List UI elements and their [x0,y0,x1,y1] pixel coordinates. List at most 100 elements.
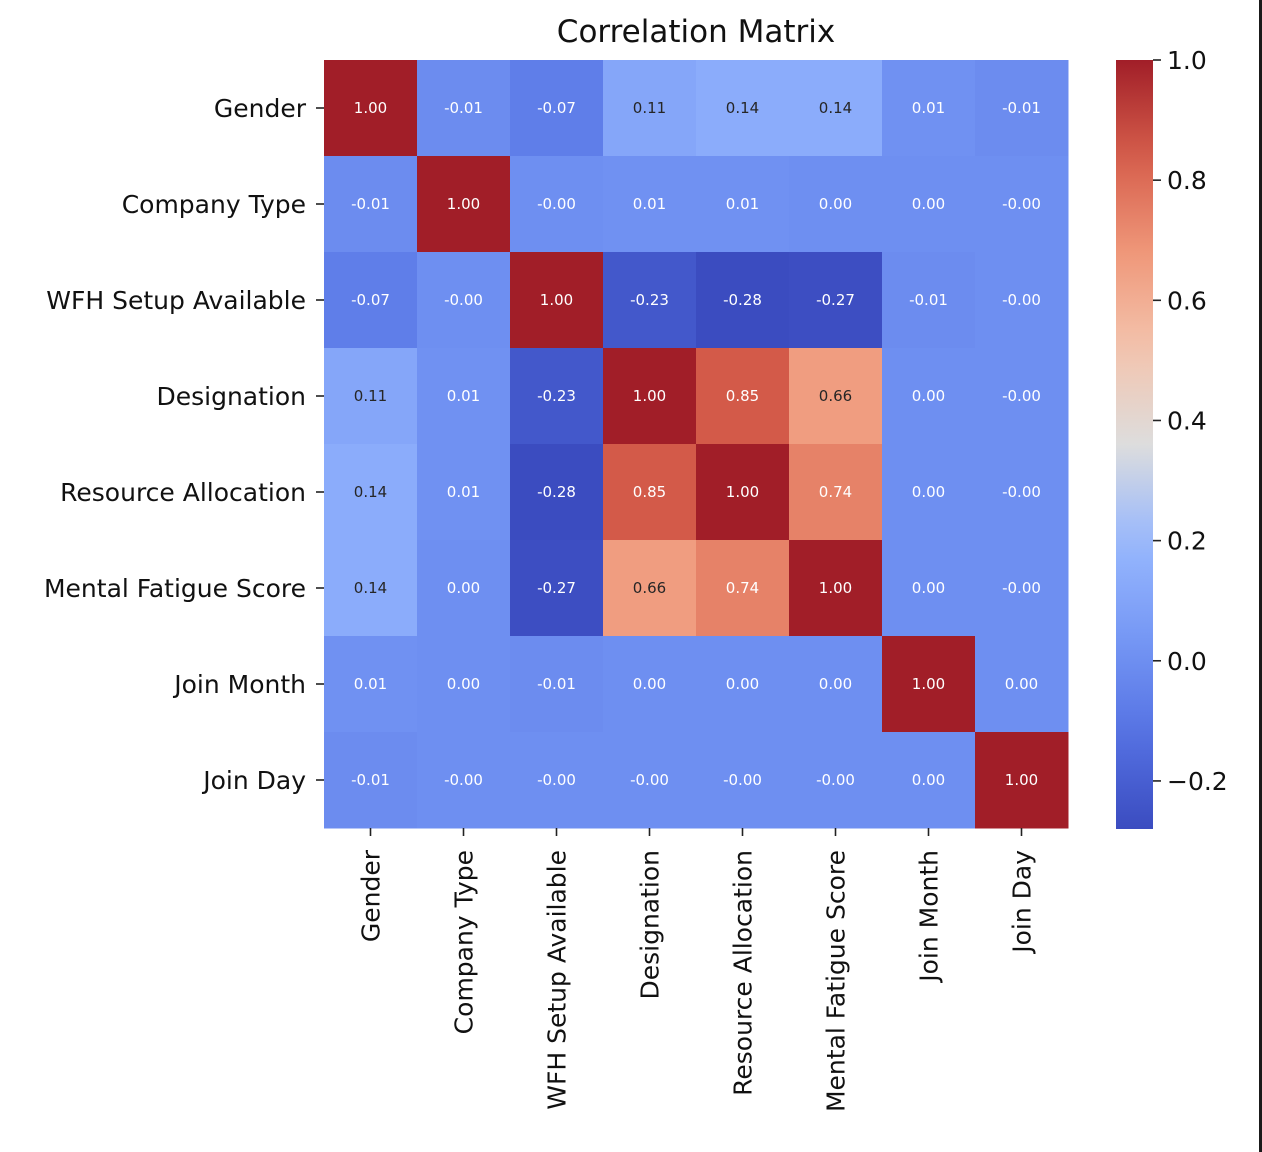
cell-annotation: 0.14 [819,99,852,117]
heatmap-cell [417,636,511,733]
cell-annotation: 0.66 [633,579,666,597]
cell-annotation: 0.11 [354,387,387,405]
heatmap-cell [789,156,883,253]
x-tick-label: Resource Allocation [729,850,758,1096]
heatmap-cell [603,252,697,349]
heatmap-cell [882,636,976,733]
heatmap-cells [324,60,1069,829]
heatmap-cell [789,540,883,637]
heatmap-cell [882,540,976,637]
cell-annotation: -0.01 [351,771,390,789]
cell-annotation: 0.74 [726,579,759,597]
cell-annotation: 0.00 [633,675,666,693]
cell-annotation: -0.28 [537,483,576,501]
heatmap-cell [975,348,1069,445]
cell-annotation: -0.01 [537,675,576,693]
colorbar-tick-label: 0.2 [1167,527,1207,556]
heatmap-cell [882,156,976,253]
cell-annotation: 0.74 [819,483,852,501]
heatmap-cell [324,636,418,733]
cell-annotation: -0.01 [1002,99,1041,117]
heatmap-cell [696,156,790,253]
heatmap-cell [510,540,604,637]
heatmap-cell [510,636,604,733]
y-axis: Gender Company Type WFH Setup Available Des… [44,94,324,795]
heatmap-cell [603,60,697,157]
cell-annotation: 0.00 [1005,675,1038,693]
cell-annotation: -0.01 [351,195,390,213]
heatmap-cell [510,348,604,445]
cell-annotation: -0.00 [1002,291,1041,309]
heatmap-cell [324,732,418,829]
heatmap-cell [696,348,790,445]
cell-annotation: 0.14 [726,99,759,117]
heatmap-cell [324,60,418,157]
cell-annotation: -0.27 [816,291,855,309]
heatmap-cell [603,348,697,445]
x-tick-label: WFH Setup Available [543,850,572,1110]
heatmap-cell [510,444,604,541]
y-tick-label: WFH Setup Available [46,286,306,315]
x-tick-label: Designation [636,850,665,1000]
x-tick-label: Join Day [1008,850,1037,955]
cell-annotation: 0.00 [912,771,945,789]
cell-annotation: 0.14 [354,483,387,501]
cell-annotation: -0.00 [1002,387,1041,405]
colorbar-tick-label: 0.0 [1167,647,1207,676]
heatmap-cell [975,636,1069,733]
colorbar-tick-label: 1.0 [1167,46,1207,75]
cell-annotation: -0.00 [816,771,855,789]
y-tick-label: Gender [214,94,307,123]
window-edge [1259,0,1262,1152]
heatmap-cell [882,348,976,445]
heatmap-cell [324,252,418,349]
cell-annotation: -0.27 [537,579,576,597]
cell-annotation: 0.01 [354,675,387,693]
heatmap-cell [324,348,418,445]
cell-annotations: 1.00 -0.01 -0.07 0.11 0.14 0.14 0.01 -0.01 -0.01… [351,99,1041,789]
heatmap-cell [696,252,790,349]
cell-annotation: 0.01 [726,195,759,213]
heatmap-cell [789,732,883,829]
heatmap-cell [417,444,511,541]
heatmap-cell [789,348,883,445]
cell-annotation: 1.00 [1005,771,1038,789]
heatmap-cell [789,444,883,541]
y-tick-label: Resource Allocation [60,478,306,507]
cell-annotation: 0.85 [633,483,666,501]
x-axis: Gender Company Type WFH Setup Available Des… [357,828,1037,1112]
cell-annotation: 0.00 [912,387,945,405]
y-tick-label: Company Type [122,190,306,219]
cell-annotation: -0.00 [444,291,483,309]
heatmap-cell [417,732,511,829]
cell-annotation: -0.00 [537,771,576,789]
y-tick-label: Designation [156,382,306,411]
x-tick-label: Gender [357,849,386,942]
cell-annotation: 0.00 [447,579,480,597]
heatmap-cell [417,348,511,445]
cell-annotation: 0.11 [633,99,666,117]
cell-annotation: 0.00 [912,195,945,213]
cell-annotation: 0.01 [447,387,480,405]
cell-annotation: 0.00 [726,675,759,693]
x-tick-label: Mental Fatigue Score [822,850,851,1112]
heatmap-cell [789,60,883,157]
cell-annotation: -0.01 [909,291,948,309]
colorbar-tick-label: −0.2 [1167,767,1228,796]
heatmap-cell [510,252,604,349]
heatmap-cell [696,444,790,541]
colorbar-tick-label: 0.8 [1167,166,1207,195]
heatmap-cell [696,540,790,637]
cell-annotation: 0.85 [726,387,759,405]
heatmap-cell [975,60,1069,157]
cell-annotation: -0.23 [537,387,576,405]
y-tick-label: Join Day [201,766,306,795]
heatmap-cell [324,156,418,253]
cell-annotation: 0.14 [354,579,387,597]
heatmap-cell [510,732,604,829]
heatmap-cell [417,540,511,637]
cell-annotation: -0.28 [723,291,762,309]
colorbar-gradient [1116,60,1153,829]
heatmap-cell [882,444,976,541]
